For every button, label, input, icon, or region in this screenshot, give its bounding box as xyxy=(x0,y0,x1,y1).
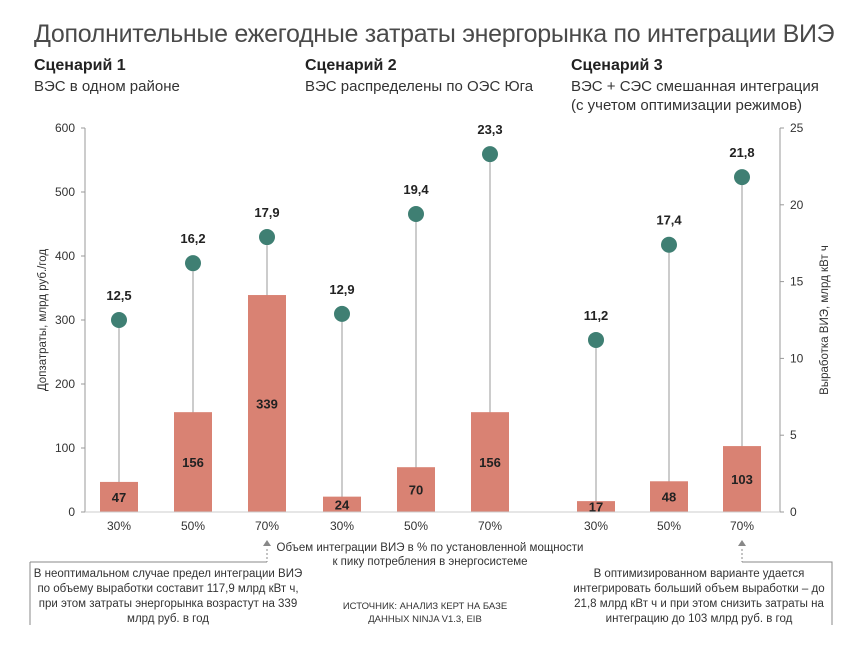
output-dot xyxy=(259,229,275,246)
x-tick-label: 30% xyxy=(330,519,354,533)
x-tick-label: 30% xyxy=(107,519,131,533)
bar xyxy=(323,496,361,512)
y-tick-label-left: 400 xyxy=(55,249,75,263)
bar-value-label: 24 xyxy=(335,497,350,512)
x-tick-label: 50% xyxy=(404,519,428,533)
bar-value-label: 156 xyxy=(479,455,501,470)
x-tick-label: 50% xyxy=(181,519,205,533)
callout-right-frame xyxy=(742,561,833,625)
scenario-3-header: Сценарий 3 ВЭС + СЭС смешанная интеграци… xyxy=(571,57,819,115)
dot-value-label: 19,4 xyxy=(403,182,429,197)
y-tick-label-right: 20 xyxy=(790,198,804,212)
x-tick-label: 70% xyxy=(730,519,754,533)
bar-value-label: 70 xyxy=(409,483,423,498)
bar xyxy=(248,295,286,512)
bar-value-label: 48 xyxy=(662,490,676,505)
output-dot xyxy=(734,169,750,186)
bar xyxy=(397,467,435,512)
output-dot xyxy=(334,305,350,322)
y-tick-label-left: 500 xyxy=(55,185,75,199)
dot-value-label: 21,8 xyxy=(729,145,754,160)
dot-value-label: 16,2 xyxy=(180,231,205,246)
bar xyxy=(577,501,615,512)
scenario-2-subtitle: ВЭС распределены по ОЭС Юга xyxy=(305,78,534,95)
note-right: В оптимизированном варианте удается инте… xyxy=(573,568,825,625)
output-dot xyxy=(185,255,201,272)
dot-value-label: 12,9 xyxy=(329,282,354,297)
bar xyxy=(174,412,212,512)
bar-value-label: 17 xyxy=(589,500,603,515)
bar-value-label: 47 xyxy=(112,490,126,505)
bar-value-label: 103 xyxy=(731,472,753,487)
y-tick-label-right: 0 xyxy=(790,505,797,519)
scenario-3-heading: Сценарий 3 xyxy=(571,57,663,74)
y-axis-title-left: Допзатраты, млрд руб./год xyxy=(37,249,49,392)
bar xyxy=(471,412,509,512)
scenario-1-header: Сценарий 1 ВЭС в одном районе xyxy=(34,57,180,96)
output-dot xyxy=(408,206,424,223)
dot-value-label: 17,9 xyxy=(254,205,279,220)
dot-value-label: 12,5 xyxy=(106,288,131,303)
bar xyxy=(723,446,761,512)
y-tick-label-right: 25 xyxy=(790,121,804,135)
callout-left-arrowhead xyxy=(263,540,271,546)
y-tick-label-left: 300 xyxy=(55,313,75,327)
dot-value-label: 17,4 xyxy=(656,213,682,228)
scenario-2-heading: Сценарий 2 xyxy=(305,57,397,74)
y-tick-label-left: 200 xyxy=(55,377,75,391)
y-tick-label-left: 100 xyxy=(55,441,75,455)
source-note: ИСТОЧНИК: АНАЛИЗ КЕРТ НА БАЗЕ ДАННЫХ NIN… xyxy=(342,601,508,625)
scenario-1-subtitle: ВЭС в одном районе xyxy=(34,78,180,95)
output-dot xyxy=(111,312,127,328)
y-axis-title-right: Выработка ВИЭ, млрд кВт ч xyxy=(819,245,831,395)
x-tick-label: 70% xyxy=(478,519,502,533)
y-tick-label-left: 600 xyxy=(55,121,75,135)
x-tick-label: 70% xyxy=(255,519,279,533)
dot-value-label: 11,2 xyxy=(584,308,609,323)
bar xyxy=(100,481,138,512)
bar xyxy=(650,481,688,512)
callout-right-arrowhead xyxy=(738,540,746,546)
output-dot xyxy=(482,146,498,163)
dot-value-label: 23,3 xyxy=(477,122,502,137)
note-left: В неоптимальном случае предел интеграции… xyxy=(33,568,303,625)
bar-value-label: 156 xyxy=(182,455,204,470)
y-tick-label-left: 0 xyxy=(68,505,75,519)
scenario-2-header: Сценарий 2 ВЭС распределены по ОЭС Юга xyxy=(305,57,533,96)
y-tick-label-right: 10 xyxy=(790,351,804,365)
scenario-3-subtitle: ВЭС + СЭС смешанная интеграция (с учетом… xyxy=(571,78,819,114)
x-tick-label: 50% xyxy=(657,519,681,533)
scenario-1-heading: Сценарий 1 xyxy=(34,57,126,74)
callout-left-frame xyxy=(29,561,267,625)
bar-value-label: 339 xyxy=(256,397,278,412)
x-axis-title: Объем интеграции ВИЭ в % по установленно… xyxy=(277,542,584,568)
chart-title: Дополнительные ежегодные затраты энергор… xyxy=(34,20,835,48)
y-tick-label-right: 5 xyxy=(790,428,797,442)
x-tick-label: 30% xyxy=(584,519,608,533)
y-tick-label-right: 15 xyxy=(790,275,804,289)
output-dot xyxy=(661,236,677,253)
output-dot xyxy=(588,331,604,348)
